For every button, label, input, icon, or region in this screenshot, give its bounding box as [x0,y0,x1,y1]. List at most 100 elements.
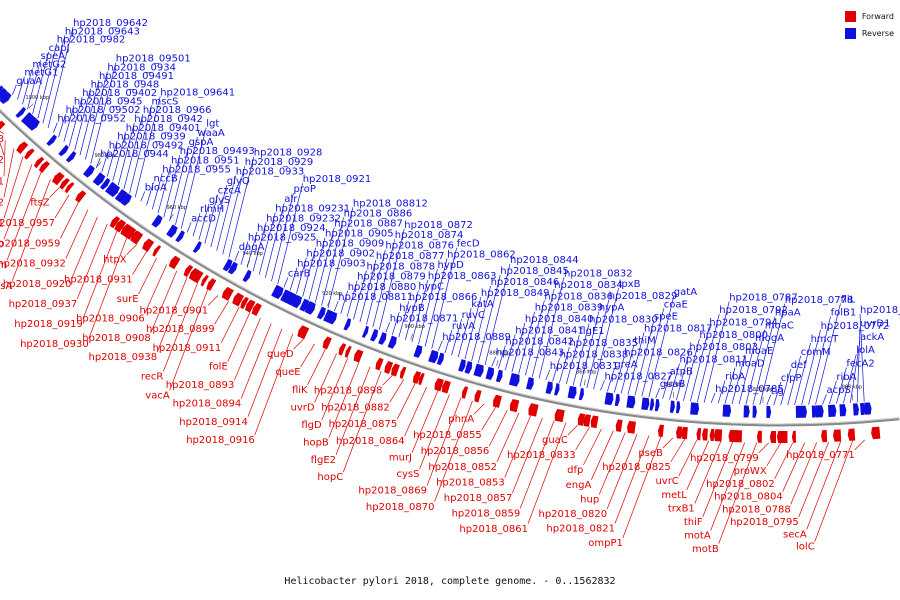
forward-gene-label: hp2018_0957 [0,218,55,229]
forward-gene-label: hp2018_0894 [173,399,242,410]
forward-gene-arrow [474,389,482,403]
leader-line [11,179,51,281]
leader-line [228,156,255,258]
reverse-gene-label: hp2018_0845 [500,266,569,277]
forward-gene-arrow [152,245,162,257]
leader-line [655,387,661,399]
reverse-gene-label: uvrD1 [860,318,890,329]
reverse-gene-arrow [654,399,660,412]
leader-line [335,366,371,456]
forward-gene-arrow [713,429,723,442]
forward-gene-label: hp2018_0771 [786,450,855,461]
reverse-gene-arrow [316,306,326,320]
forward-gene-arrow [251,302,262,316]
forward-gene-arrow [24,148,35,160]
leader-line [71,216,98,280]
forward-gene-label: flgD [301,420,322,431]
reverse-gene-arrow [428,349,439,364]
leader-line [424,258,448,347]
forward-gene-label: hp2018_0870 [366,502,435,513]
reverse-gene-label: rlmH [200,204,224,215]
forward-gene-label: hp2018_0869 [358,486,427,497]
reverse-gene-label: czcA [218,186,241,197]
reverse-gene-label: hp2018_0826 [624,348,693,359]
reverse-gene-label: hp2018_0785 [715,384,784,395]
reverse-gene-label: hp2018_0832 [564,268,633,279]
leader-line [525,300,545,376]
leader-line [169,289,209,391]
forward-gene-label: hp2018_0799 [690,453,759,464]
leader-line [836,367,847,404]
reverse-gene-label: folB1 [831,308,857,319]
forward-gene-label: engA [566,480,592,491]
forward-gene-label: hp2018_0932 [0,259,66,270]
reverse-gene-arrow [222,258,233,272]
forward-gene-label: uvrC [655,476,678,487]
reverse-gene-label: hp2018_0872 [404,220,473,231]
reverse-gene-label: hp2018_0982 [57,35,126,46]
leader-line [3,140,6,177]
forward-gene-label: motA [684,531,711,542]
legend-forward: Forward [844,8,894,25]
forward-swatch [844,11,856,22]
leader-line [411,279,429,342]
reverse-gene-label: hmcT [811,334,840,345]
forward-gene-label: recR [141,371,164,382]
reverse-gene-label: ackA [860,332,884,343]
reverse-gene-label: hp2018_0800 [699,330,768,341]
leader-line [58,113,66,138]
reverse-gene-label: hp2018_0886 [344,208,413,219]
leader-line [95,157,101,169]
reverse-gene-label: hp2018_0841 [515,325,584,336]
leader-line [314,353,337,403]
reverse-gene-label: bioA [145,182,167,193]
reverse-gene-label: hp2018_0787 [729,292,798,303]
forward-gene-label: flgE2 [311,455,336,466]
reverse-gene-label: metG1 [24,68,58,79]
leader-line [346,280,358,317]
reverse-gene-label: hp2018_0929 [245,157,314,168]
leader-line [572,323,590,386]
leader-line [669,363,680,400]
forward-gene-arrow [384,361,394,375]
leader-line [207,295,219,306]
reverse-gene-label: fecA2 [846,359,874,370]
leader-line [512,417,543,494]
forward-gene-label: cysS [397,469,420,480]
reverse-gene-label: atpB [670,367,693,378]
leader-line [129,105,152,194]
forward-gene-arrow [554,408,561,422]
reverse-gene-label: accD [191,213,216,224]
leader-line [519,420,555,509]
reverse-gene-arrow [151,214,163,228]
reverse-gene-arrow [175,230,185,243]
forward-gene-label: virB11b1 [0,176,4,187]
leader-line [498,345,506,369]
reverse-gene-label: hp2018_0905 [325,229,394,240]
reverse-gene-arrow [299,298,310,312]
reverse-gene-arrow [323,309,333,323]
reverse-gene-arrow [800,405,807,418]
leader-line [271,193,294,282]
leader-line [710,392,716,404]
forward-gene-arrow [701,428,708,441]
reverse-gene-label: hp2018_0817 [644,324,713,335]
reverse-gene-arrow [649,398,655,411]
leader-line [328,362,360,438]
reverse-gene-arrow [839,404,847,417]
forward-gene-label: hp2018_0901 [140,305,209,316]
reverse-gene-arrow [387,335,397,349]
leader-line [296,257,307,294]
forward-gene-label: guaC [542,435,568,446]
leader-line [68,97,83,147]
reverse-gene-label: gatA [674,287,697,298]
reverse-gene-label: hp2018_0942 [134,114,203,125]
forward-gene-label: hp2018_0899 [146,324,215,335]
reverse-gene-arrow [304,301,316,315]
scale-tick-label: 940 kbp [243,251,263,257]
forward-gene-arrow [558,409,565,423]
leader-line [676,351,690,401]
forward-gene-arrow [38,161,50,173]
reverse-gene-label: hp2018_0921 [303,174,372,185]
reverse-gene-label: fecD [457,239,480,250]
